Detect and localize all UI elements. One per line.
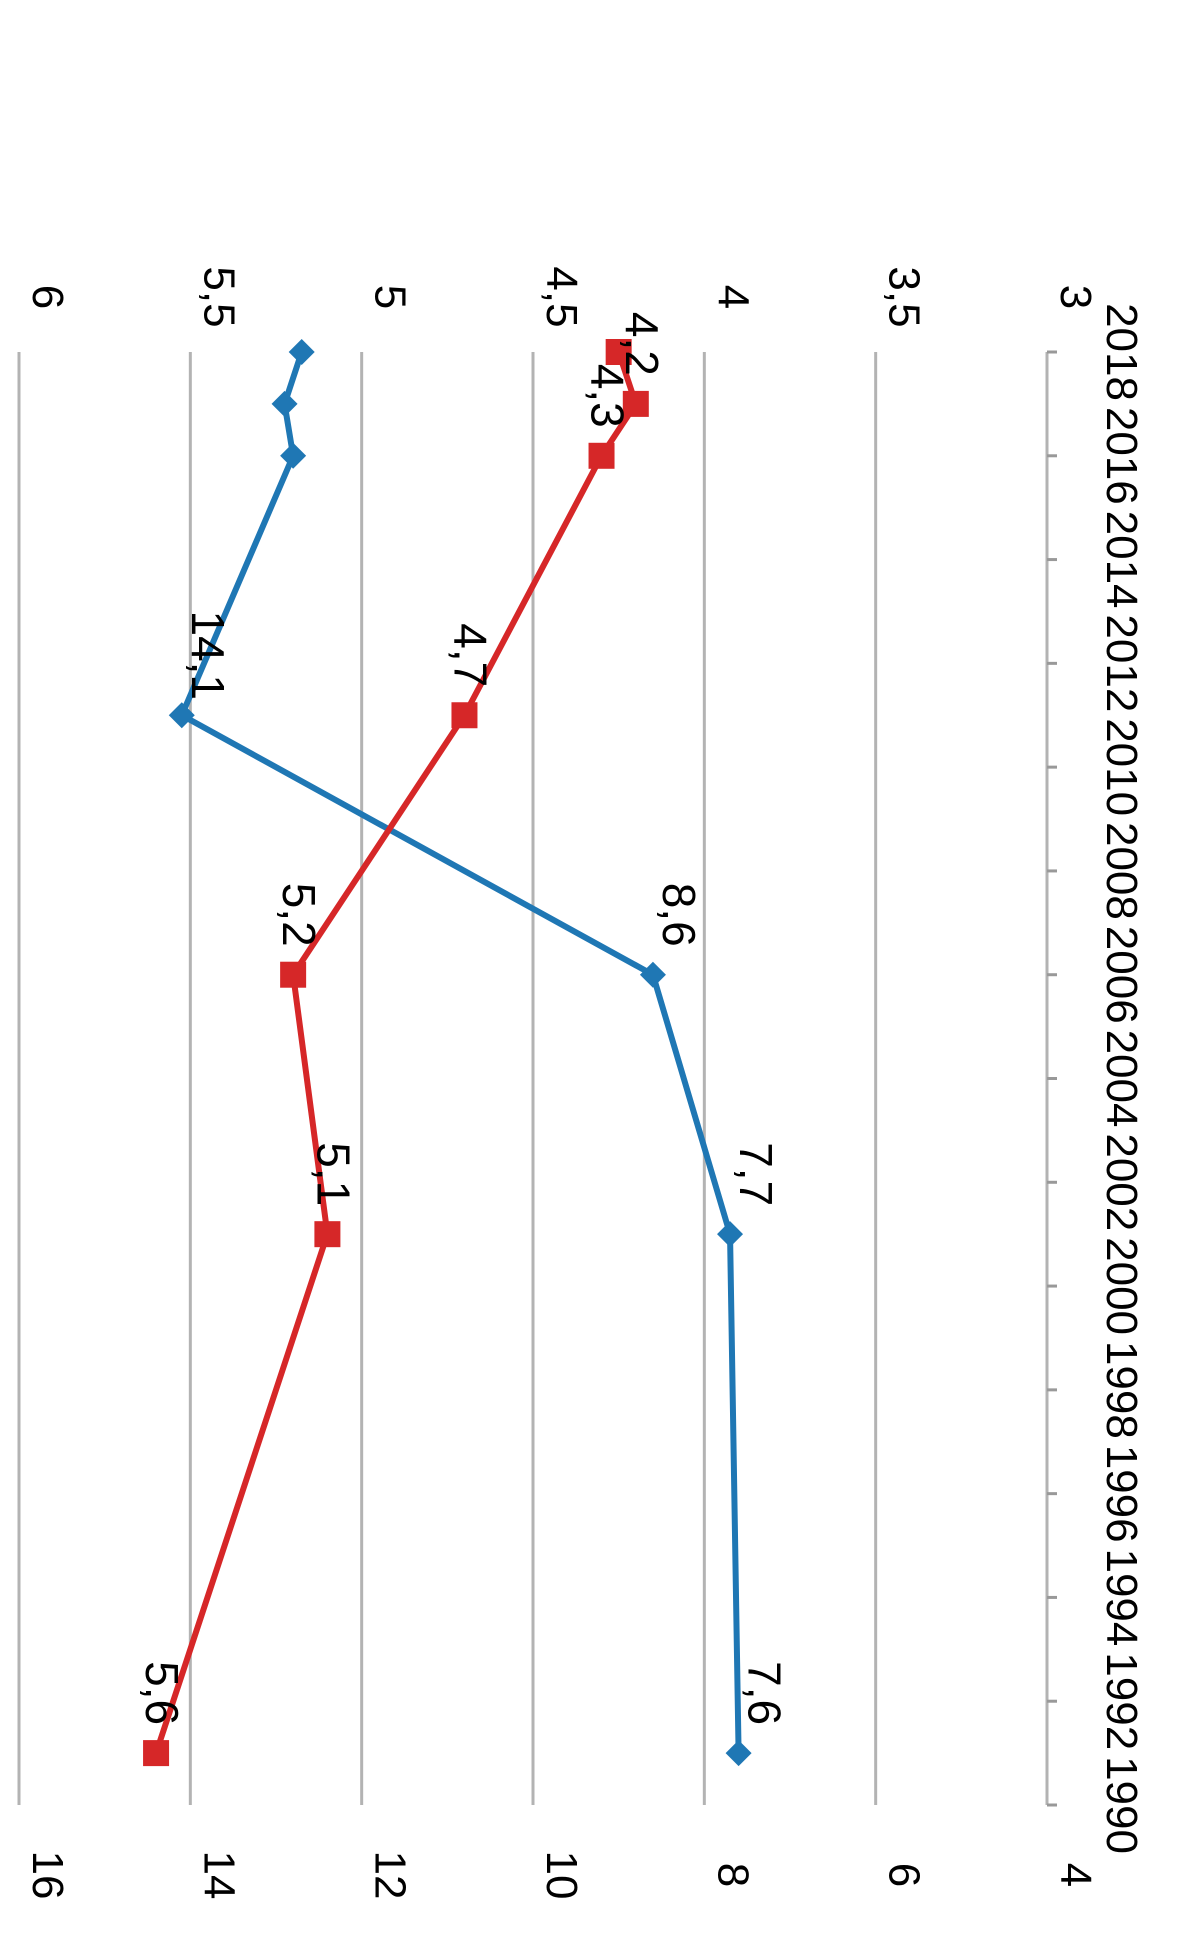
data-label: 4,7 bbox=[444, 623, 496, 687]
y-right-tick-label: 4 bbox=[708, 285, 757, 309]
y-right-tick-label: 5,5 bbox=[194, 266, 243, 327]
x-tick-label: 2006 bbox=[1097, 926, 1146, 1024]
data-label: 5,2 bbox=[273, 883, 325, 947]
data-label: 5,1 bbox=[307, 1142, 359, 1206]
data-point-diamond bbox=[717, 1221, 744, 1248]
x-tick-label: 1996 bbox=[1097, 1445, 1146, 1543]
y-left-tick-label: 4 bbox=[1051, 1863, 1100, 1887]
x-tick-label: 2012 bbox=[1097, 614, 1146, 712]
data-point-diamond bbox=[288, 339, 315, 365]
x-tick-label: 1998 bbox=[1097, 1341, 1146, 1439]
series-layer bbox=[143, 339, 752, 1767]
y-right-tick-label: 4,5 bbox=[537, 266, 586, 327]
data-label: 8,6 bbox=[653, 883, 705, 947]
x-tick-label: 2004 bbox=[1097, 1030, 1146, 1128]
series-line-2 bbox=[153, 351, 639, 1755]
data-label: 14,1 bbox=[182, 610, 234, 700]
x-tick-label: 1994 bbox=[1097, 1548, 1146, 1646]
data-point-square bbox=[143, 1740, 170, 1767]
data-point-diamond bbox=[280, 442, 307, 469]
y-left-tick-label: 12 bbox=[366, 1851, 415, 1900]
grid-lines bbox=[17, 352, 1049, 1805]
x-tick-label: 2010 bbox=[1097, 718, 1146, 816]
data-label: 4,3 bbox=[582, 364, 634, 428]
data-point-square bbox=[605, 339, 632, 365]
x-tick-label: 2016 bbox=[1097, 407, 1146, 505]
data-label: 5,6 bbox=[136, 1661, 188, 1725]
data-point-diamond bbox=[271, 390, 298, 417]
y-right-tick-label: 5 bbox=[366, 285, 415, 309]
data-point-square bbox=[314, 1221, 341, 1248]
y-right-tick-label: 3,5 bbox=[880, 266, 929, 327]
x-tick-label: 2008 bbox=[1097, 822, 1146, 920]
labels-layer: 7,6 7,7 8,6 14,1 5,6 5,1 5,2 4,7 4,34,2 bbox=[136, 312, 791, 1725]
data-point-square bbox=[280, 961, 307, 988]
y-right-tick-label: 6 bbox=[23, 285, 72, 309]
x-tick-label: 2014 bbox=[1097, 511, 1146, 609]
x-tick-label: 2002 bbox=[1097, 1133, 1146, 1231]
data-point-diamond bbox=[725, 1740, 752, 1767]
data-label: 7,6 bbox=[739, 1661, 791, 1725]
data-label: 4,2 bbox=[616, 312, 668, 376]
y-left-tick-label: 16 bbox=[23, 1851, 72, 1900]
data-point-square bbox=[588, 442, 615, 469]
data-point-square bbox=[622, 390, 649, 417]
x-tick-label: 1992 bbox=[1097, 1652, 1146, 1750]
y-left-tick-label: 6 bbox=[880, 1863, 929, 1887]
y-left-tick-label: 10 bbox=[537, 1851, 586, 1900]
data-point-diamond bbox=[168, 702, 195, 729]
y-left-tick-label: 8 bbox=[708, 1863, 757, 1887]
y-left-tick-label: 14 bbox=[194, 1851, 243, 1900]
x-tick-label: 1990 bbox=[1097, 1756, 1146, 1854]
data-point-square bbox=[451, 702, 478, 729]
x-axis-ticks: 4 3 6 3,5 8 4 10 4,5 12 5 14 5,5 16 6 1990 1992 1994 1996… bbox=[23, 266, 1146, 1899]
data-label: 7,7 bbox=[730, 1142, 782, 1206]
y-right-tick-label: 3 bbox=[1051, 285, 1100, 309]
series-line-1 bbox=[178, 351, 742, 1754]
data-point-diamond bbox=[639, 961, 666, 988]
x-tick-label: 2000 bbox=[1097, 1237, 1146, 1335]
x-tick-label: 2018 bbox=[1097, 303, 1146, 401]
